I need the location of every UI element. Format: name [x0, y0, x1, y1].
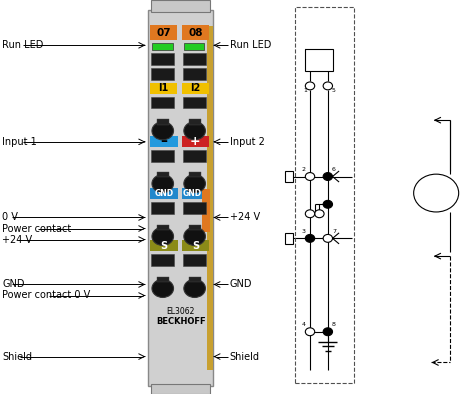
Bar [207, 26, 213, 370]
Text: +24 V: +24 V [230, 212, 260, 223]
Circle shape [152, 227, 174, 245]
Bar [295, 7, 354, 383]
Text: 2: 2 [302, 167, 306, 172]
Bar [202, 189, 210, 232]
Bar [182, 240, 209, 251]
Circle shape [323, 328, 333, 336]
Text: S: S [160, 241, 168, 251]
Bar [157, 277, 169, 282]
Circle shape [323, 82, 333, 90]
Bar [151, 0, 210, 12]
Bar [151, 150, 174, 162]
Circle shape [184, 227, 205, 245]
Bar [151, 53, 174, 65]
Bar [151, 202, 174, 214]
Text: 8: 8 [332, 322, 336, 327]
Bar [184, 43, 204, 50]
Circle shape [305, 328, 315, 336]
Bar [285, 233, 293, 244]
Text: GND: GND [155, 189, 174, 197]
Circle shape [305, 82, 315, 90]
Circle shape [305, 210, 315, 217]
Text: GND: GND [183, 189, 202, 197]
Bar [150, 83, 177, 94]
Circle shape [305, 173, 315, 180]
Bar [152, 43, 173, 50]
Circle shape [184, 175, 205, 193]
Bar [157, 172, 169, 177]
Bar [150, 25, 177, 40]
Bar [150, 240, 178, 251]
Text: Input 2: Input 2 [230, 137, 265, 147]
Text: I2: I2 [190, 83, 200, 93]
Bar [157, 119, 169, 125]
Bar [285, 171, 293, 182]
Circle shape [305, 234, 315, 242]
Bar [183, 150, 206, 162]
Bar [157, 225, 169, 230]
Text: 07: 07 [156, 28, 171, 38]
Text: 7: 7 [332, 229, 336, 234]
Bar [183, 254, 206, 266]
Text: EL3062: EL3062 [166, 307, 195, 316]
Text: Run LED: Run LED [230, 40, 271, 50]
Bar [183, 202, 206, 214]
Circle shape [152, 122, 174, 140]
Bar [183, 53, 206, 65]
Circle shape [184, 122, 205, 140]
Bar [182, 188, 203, 199]
Bar [182, 136, 209, 147]
Text: S: S [192, 241, 199, 251]
Bar [189, 225, 201, 230]
Circle shape [184, 279, 205, 297]
Text: +24 V: +24 V [2, 234, 32, 245]
Circle shape [323, 200, 333, 208]
Text: GND: GND [230, 279, 252, 290]
Bar [151, 384, 210, 394]
Text: 6: 6 [332, 167, 336, 172]
Bar [183, 97, 206, 108]
Bar [189, 172, 201, 177]
Bar [151, 97, 174, 108]
Text: 0 V: 0 V [2, 212, 18, 223]
Text: Power contact 0 V: Power contact 0 V [2, 290, 91, 301]
Text: 08: 08 [188, 28, 203, 38]
Bar [189, 119, 201, 125]
Text: 4: 4 [302, 322, 306, 327]
Bar [183, 68, 206, 80]
Text: GND: GND [2, 279, 25, 290]
Bar [189, 277, 201, 282]
Bar [150, 136, 178, 147]
Text: 5: 5 [332, 88, 335, 93]
Text: 3: 3 [302, 229, 306, 234]
Text: Shield: Shield [2, 351, 32, 362]
Text: Power contact: Power contact [2, 223, 72, 234]
Bar [148, 10, 213, 386]
Bar [182, 83, 209, 94]
Text: –: – [161, 134, 167, 148]
Circle shape [315, 210, 324, 217]
Bar [182, 25, 209, 40]
Bar [305, 49, 333, 71]
Circle shape [414, 174, 459, 212]
Text: 1: 1 [303, 88, 307, 93]
Bar [150, 188, 178, 199]
Circle shape [323, 173, 333, 180]
Text: BECKHOFF: BECKHOFF [156, 317, 205, 325]
Text: Input 1: Input 1 [2, 137, 37, 147]
Text: +: + [190, 135, 201, 147]
Text: Shield: Shield [230, 351, 260, 362]
Circle shape [152, 175, 174, 193]
Text: I1: I1 [159, 83, 168, 93]
Text: Run LED: Run LED [2, 40, 44, 50]
Circle shape [152, 279, 174, 297]
Circle shape [323, 234, 333, 242]
Bar [151, 68, 174, 80]
Bar [151, 254, 174, 266]
